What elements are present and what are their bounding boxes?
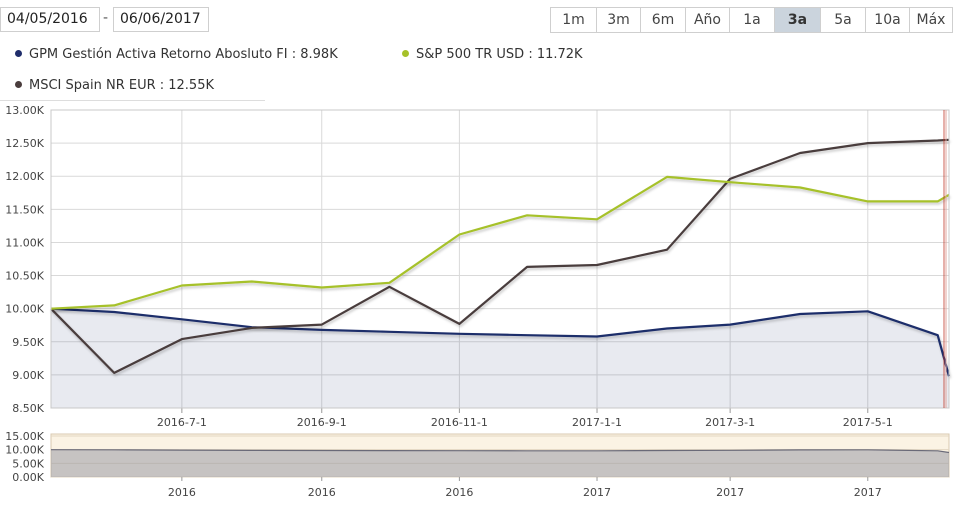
legend-label-sp500: S&P 500 TR USD : 11.72K (416, 47, 583, 62)
series-line-msci (50, 138, 950, 374)
range-button-6[interactable]: 5a (820, 8, 865, 32)
y-tick-label-5: 11.00K (5, 236, 44, 249)
range-button-0[interactable]: 1m (551, 8, 596, 32)
legend-marker-sp500 (402, 50, 409, 57)
legend-label-gpm: GPM Gestión Activa Retorno Abosluto FI :… (29, 47, 338, 62)
y-tick-label-9: 13.00K (5, 104, 44, 117)
range-button-1[interactable]: 3m (596, 8, 640, 32)
x-tick-label-1: 2016-9-1 (297, 416, 347, 429)
y-tick-label-1: 9.00K (12, 369, 44, 382)
range-selector: 1m 3m 6m Año 1a 3a 5a 10a Máx (550, 7, 953, 33)
y-tick-label-2: 9.50K (12, 336, 44, 349)
legend-marker-gpm (15, 50, 22, 57)
legend-label-msci: MSCI Spain NR EUR : 12.55K (29, 78, 215, 93)
y-tick-label-3: 10.00K (5, 303, 44, 316)
navigator-x-label-3: 2017 (583, 486, 611, 499)
series-line-gpm (50, 307, 951, 377)
navigator-x-label-1: 2016 (308, 486, 336, 499)
legend-item-sp500[interactable]: S&P 500 TR USD : 11.72K (402, 46, 583, 64)
range-button-7[interactable]: 10a (865, 8, 909, 32)
legend-item-gpm[interactable]: GPM Gestión Activa Retorno Abosluto FI :… (15, 46, 338, 64)
y-tick-label-0: 8.50K (12, 402, 44, 415)
range-button-4[interactable]: 1a (729, 8, 774, 32)
main-plot-axes: 8.50K 9.00K 9.50K 10.00K 10.50K 11.00K 11.50K 1… (5, 104, 950, 429)
navigator-area (51, 449, 949, 477)
legend-marker-msci (15, 81, 22, 88)
navigator-x-label-0: 2016 (168, 486, 196, 499)
x-tick-label-0: 2016-7-1 (157, 416, 207, 429)
x-tick-label-3: 2017-1-1 (572, 416, 622, 429)
series-line-sp500 (50, 175, 950, 310)
date-to-input[interactable]: 06/06/2017 (113, 7, 209, 32)
date-from-input[interactable]: 04/05/2016 (0, 7, 100, 32)
navigator-x-label-4: 2017 (716, 486, 744, 499)
legend-item-msci[interactable]: MSCI Spain NR EUR : 12.55K (15, 77, 214, 95)
y-tick-label-8: 12.50K (5, 137, 44, 150)
x-tick-label-4: 2017-3-1 (705, 416, 755, 429)
range-button-5[interactable]: 3a (774, 8, 820, 32)
navigator-x-label-5: 2017 (854, 486, 882, 499)
x-tick-label-2: 2016-11-1 (431, 416, 488, 429)
plot-frame (50, 109, 950, 409)
range-button-2[interactable]: 6m (640, 8, 685, 32)
navigator-y-label-3: 15.00K (5, 430, 44, 443)
series-area-gpm (51, 308, 949, 408)
navigator-y-label-2: 10.00K (5, 444, 44, 457)
legend-divider (0, 100, 265, 101)
date-separator: - (103, 10, 109, 26)
navigator-line (50, 449, 950, 454)
y-tick-label-7: 12.00K (5, 170, 44, 183)
range-button-3[interactable]: Año (685, 8, 729, 32)
x-tick-label-5: 2017-5-1 (843, 416, 893, 429)
y-tick-label-6: 11.50K (5, 203, 44, 216)
navigator-y-label-1: 5.00K (12, 457, 44, 470)
main-plot-series (50, 138, 951, 408)
y-tick-label-4: 10.50K (5, 270, 44, 283)
range-button-8[interactable]: Máx (909, 8, 952, 32)
navigator-y-label-0: 0.00K (12, 471, 44, 484)
navigator-x-label-2: 2016 (445, 486, 473, 499)
